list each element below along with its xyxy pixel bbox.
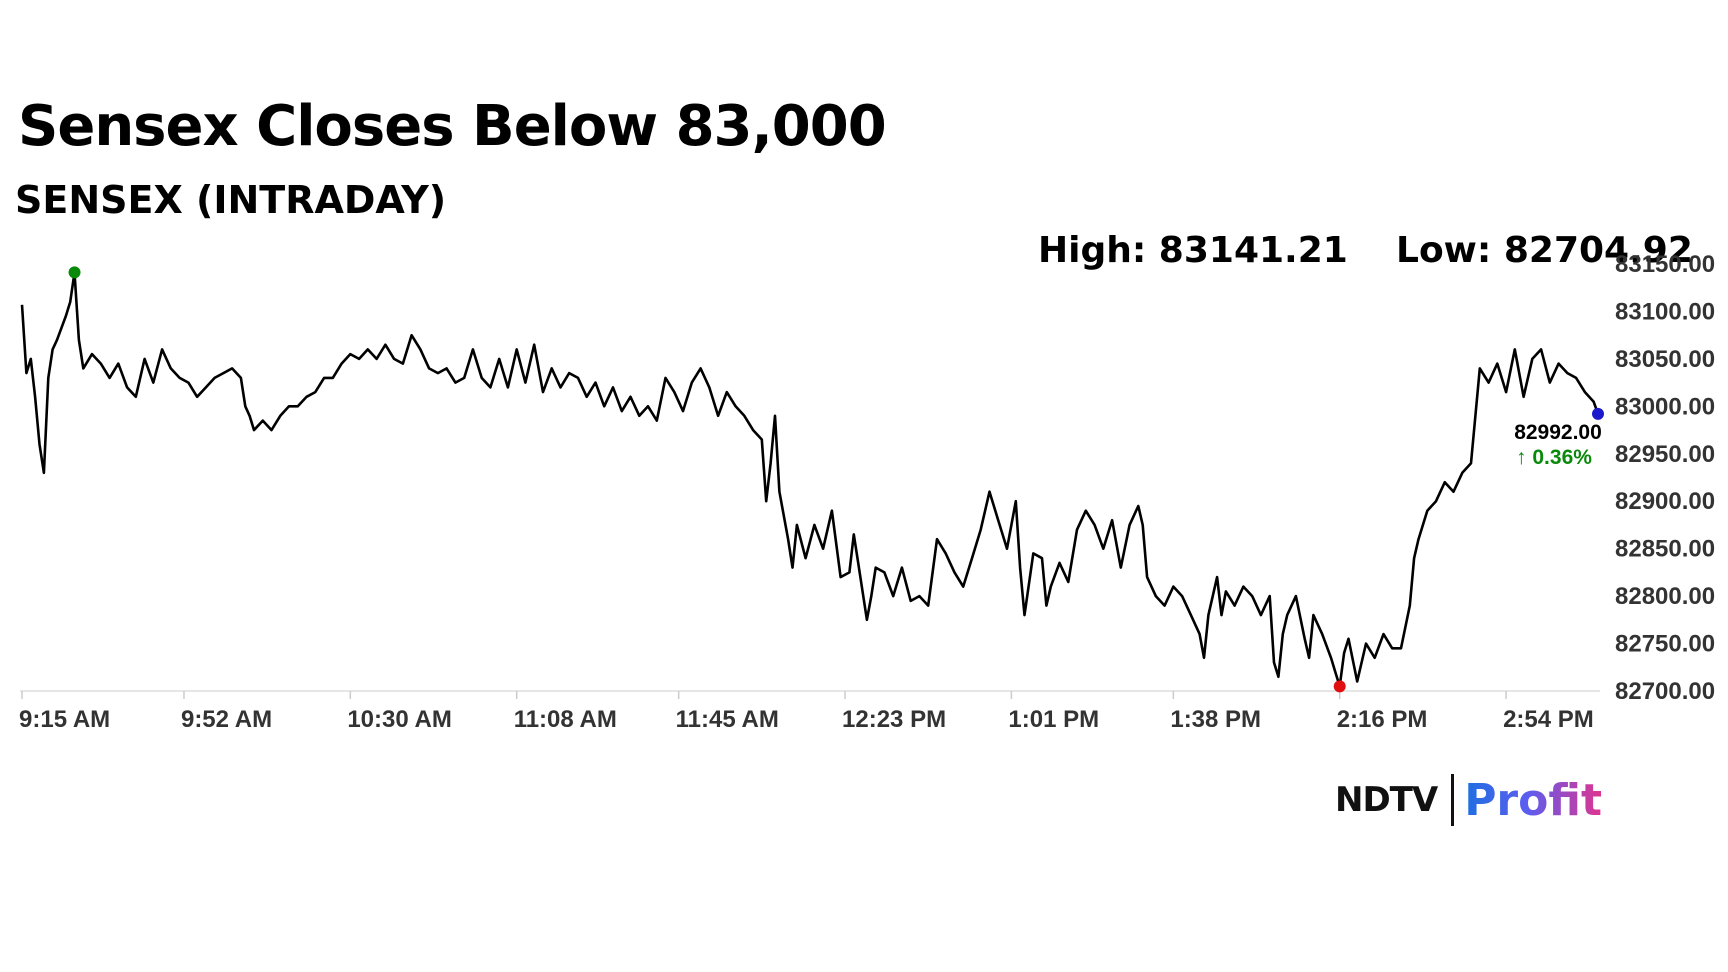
brand-profit-text: Profit	[1464, 774, 1603, 826]
brand-logo: NDTV Profit	[1335, 770, 1602, 830]
low-marker	[1333, 680, 1346, 693]
brand-separator	[1451, 774, 1455, 826]
x-tick-label: 1:38 PM	[1170, 706, 1261, 733]
y-tick-label: 83000.00	[1615, 393, 1715, 420]
x-axis-ticks: 9:15 AM 9:52 AM 10:30 AM 11:08 AM 11:45 AM 12…	[19, 691, 1594, 733]
y-tick-label: 83150.00	[1615, 251, 1715, 278]
low-value-label: Low: 82704.92	[1396, 230, 1693, 271]
y-tick-label: 82900.00	[1615, 488, 1715, 515]
x-tick-label: 9:52 AM	[181, 706, 272, 733]
y-tick-label: 83050.00	[1615, 346, 1715, 373]
x-tick-label: 2:16 PM	[1337, 706, 1428, 733]
y-tick-label: 82800.00	[1615, 583, 1715, 610]
high-value-label: High: 83141.21	[1038, 230, 1348, 271]
x-tick-label: 2:54 PM	[1503, 706, 1594, 733]
y-tick-label: 83100.00	[1615, 298, 1715, 325]
last-price-label: 82992.00	[1514, 421, 1602, 444]
chart-subtitle: SENSEX (INTRADAY)	[15, 178, 447, 222]
y-tick-label: 82850.00	[1615, 536, 1715, 563]
x-tick-label: 11:45 AM	[676, 706, 779, 733]
x-tick-label: 10:30 AM	[347, 706, 451, 733]
x-tick-label: 11:08 AM	[514, 706, 617, 733]
chart-headline: Sensex Closes Below 83,000	[18, 94, 887, 159]
high-marker	[68, 266, 81, 279]
last-price-marker	[1592, 407, 1604, 420]
y-axis-ticks: 83150.00 83100.00 83050.00 83000.00 82950.00…	[1615, 251, 1715, 705]
change-percent-label: ↑ 0.36%	[1516, 446, 1592, 469]
x-tick-label: 12:23 PM	[842, 706, 946, 733]
y-tick-label: 82700.00	[1615, 678, 1715, 705]
x-tick-label: 1:01 PM	[1008, 706, 1099, 733]
y-tick-label: 82950.00	[1615, 441, 1715, 468]
y-tick-label: 82750.00	[1615, 631, 1715, 658]
brand-ndtv-text: NDTV	[1335, 780, 1438, 820]
series-line	[20, 271, 1600, 688]
x-tick-label: 9:15 AM	[19, 706, 110, 733]
